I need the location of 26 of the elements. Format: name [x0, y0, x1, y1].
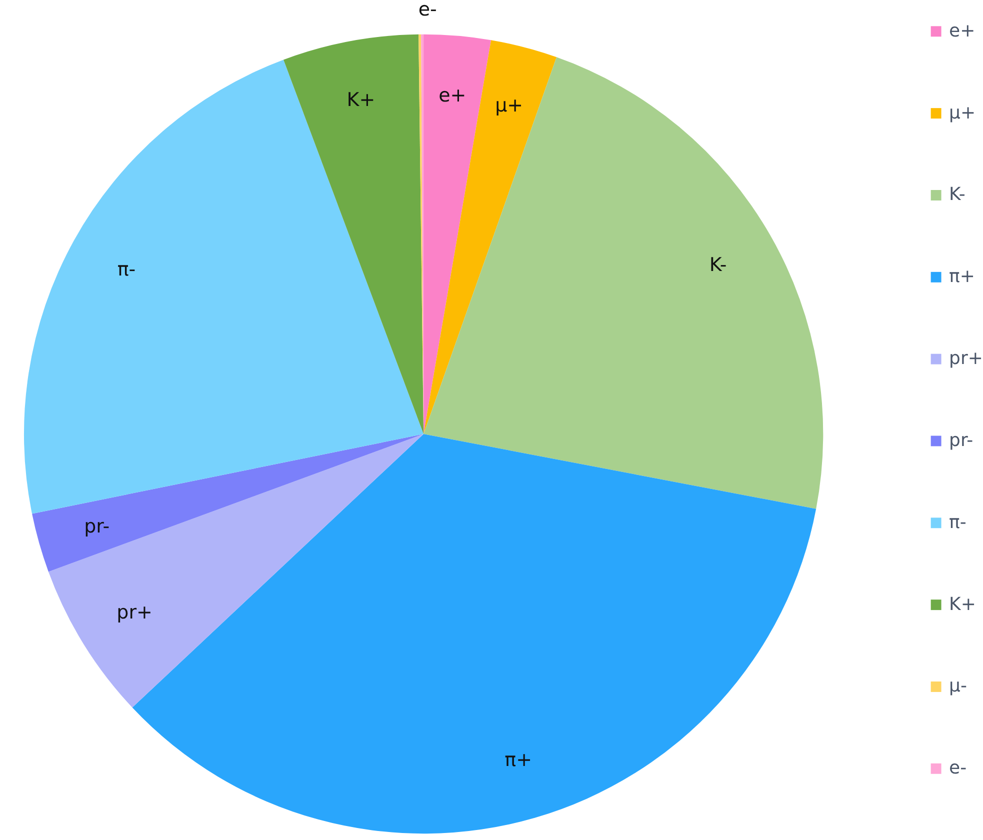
- slice-label: π+: [504, 749, 532, 772]
- legend-label: e-: [949, 758, 967, 779]
- pie-slice: [24, 60, 424, 514]
- slice-label: e-: [418, 0, 437, 20]
- pie-slice: [48, 434, 424, 708]
- legend-label: K+: [949, 594, 976, 615]
- legend-label: e+: [949, 20, 976, 42]
- legend-label: μ-: [949, 676, 967, 697]
- pie-slice: [284, 34, 424, 434]
- slice-label: pr+: [116, 601, 152, 624]
- legend-label: pr-: [949, 430, 974, 451]
- pie-slice: [424, 40, 557, 434]
- slice-label: π-: [117, 258, 136, 280]
- legend-label: μ+: [949, 102, 976, 124]
- pie-slice: [32, 434, 424, 572]
- legend-label: π-: [949, 512, 966, 533]
- slice-label: μ+: [495, 94, 524, 116]
- slice-label: e+: [438, 84, 466, 107]
- slice-label: pr-: [84, 516, 110, 538]
- legend-label: pr+: [949, 348, 983, 370]
- pie-slice: [424, 34, 492, 434]
- legend-label: π+: [949, 266, 975, 288]
- legend-label: K-: [949, 184, 966, 206]
- slice-label: K+: [346, 89, 376, 112]
- slice-label: K-: [709, 254, 727, 276]
- pie-slice: [424, 57, 822, 509]
